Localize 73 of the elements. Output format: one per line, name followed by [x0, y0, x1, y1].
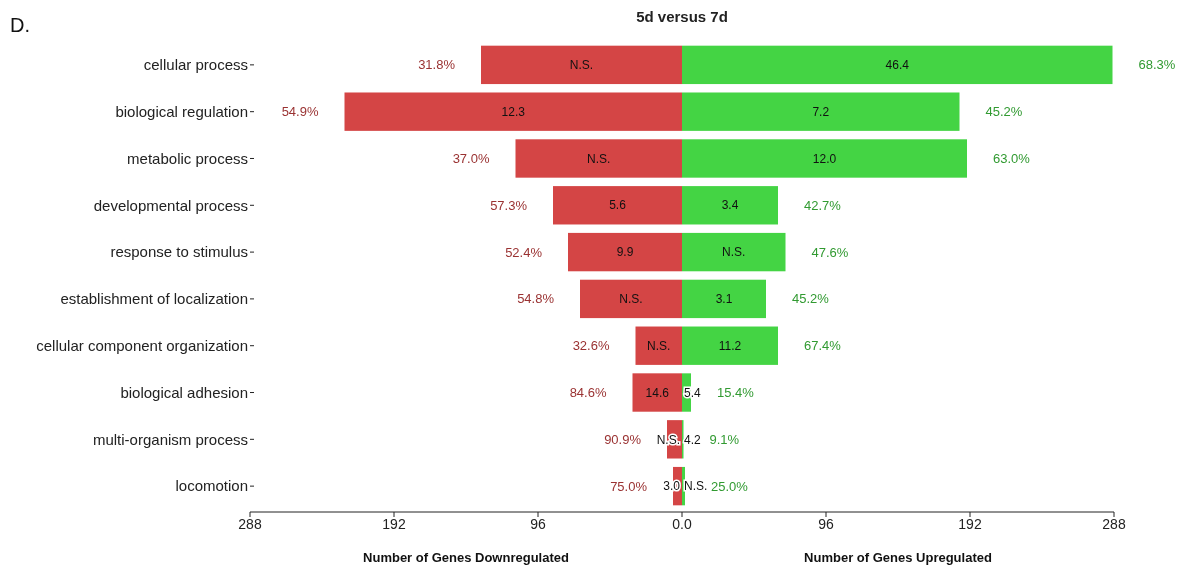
bar — [682, 139, 967, 178]
annotation: N.S. — [684, 479, 708, 494]
annotation: 63.0% — [993, 151, 1031, 167]
bar — [682, 326, 778, 365]
x-tick-label: 192 — [958, 516, 982, 532]
bar — [635, 326, 682, 365]
annotation: 12.3 — [501, 104, 526, 119]
annotation: 42.7% — [804, 197, 842, 213]
text: Number of Genes Upregulated — [804, 550, 992, 565]
bar — [344, 92, 682, 131]
y-tick-label: biological regulation — [115, 102, 248, 120]
annotation: 11.2 — [718, 338, 742, 353]
annotation: 37.0% — [452, 151, 490, 167]
x-tick-label: 96 — [530, 516, 546, 532]
annotation: 54.8% — [517, 291, 555, 307]
annotation: 54.9% — [281, 104, 319, 120]
bar — [682, 279, 766, 319]
x-tick-label: 192 — [382, 516, 406, 532]
annotation: 5.6 — [609, 198, 627, 213]
annotation: 47.6% — [811, 244, 849, 260]
bar — [515, 139, 682, 178]
bar — [481, 45, 682, 85]
bar — [682, 232, 786, 272]
y-tick-label: metabolic process — [127, 149, 248, 167]
chart-title: 5d versus 7d — [636, 8, 728, 25]
annotation: 90.9% — [604, 431, 642, 447]
annotation: 84.6% — [569, 385, 607, 401]
annotation: N.S. — [619, 292, 643, 307]
annotation: 12.0 — [812, 151, 837, 166]
annotation: 52.4% — [505, 244, 543, 260]
y-tick-label: cellular process — [143, 56, 248, 74]
y-tick-label: response to stimulus — [110, 243, 248, 261]
bar — [682, 186, 778, 225]
annotation: 25.0% — [711, 478, 749, 494]
annotation: 3.4 — [721, 198, 739, 213]
bar — [682, 45, 1113, 85]
annotation: N.S. — [647, 338, 671, 353]
annotation: 45.2% — [792, 291, 830, 307]
annotation: 14.6 — [645, 385, 670, 400]
text: D. — [10, 14, 30, 36]
annotation: 9.1% — [709, 431, 740, 447]
annotation: 7.2 — [812, 104, 830, 119]
annotation: N.S. — [569, 58, 594, 73]
x-tick-label: 0.0 — [672, 516, 692, 532]
y-tick-label: establishment of localization — [60, 290, 248, 308]
y-tick-label: multi-organism process — [92, 430, 248, 448]
x-tick-label: 96 — [818, 516, 834, 532]
y-tick-label: locomotion — [175, 477, 248, 495]
annotation: 32.6% — [572, 338, 610, 354]
bar — [580, 279, 682, 319]
annotation: 75.0% — [610, 478, 648, 494]
bar — [568, 232, 682, 272]
bar — [682, 92, 960, 131]
annotation: 67.4% — [804, 338, 842, 354]
annotation: 31.8% — [418, 57, 456, 73]
annotation: 46.4 — [885, 58, 910, 73]
annotation: 15.4% — [717, 385, 755, 401]
y-tick-label: cellular component organization — [36, 336, 248, 354]
annotation: 45.2% — [985, 104, 1023, 120]
y-tick-label: developmental process — [93, 196, 248, 214]
x-tick-label: 288 — [238, 516, 262, 532]
annotation: 3.1 — [715, 292, 733, 307]
annotation: 9.9 — [616, 245, 634, 260]
x-tick-label: 288 — [1102, 516, 1126, 532]
y-tick-label: biological adhesion — [120, 383, 248, 401]
annotation: N.S. — [587, 151, 611, 166]
bar — [632, 373, 682, 412]
x-axis-title: Number of Genes Downregulated — [363, 550, 569, 565]
bar — [553, 186, 682, 225]
annotation: 4.2 — [684, 432, 702, 447]
annotation: 68.3% — [1138, 57, 1176, 73]
annotation: 57.3% — [490, 197, 528, 213]
annotation: N.S. — [722, 245, 746, 260]
